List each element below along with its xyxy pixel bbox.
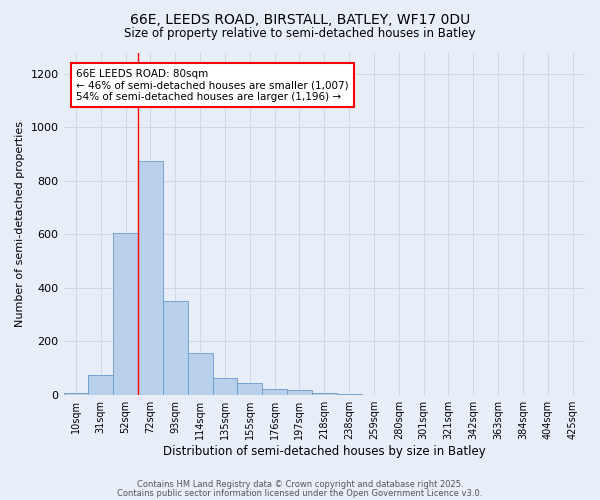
Text: Size of property relative to semi-detached houses in Batley: Size of property relative to semi-detach… [124,28,476,40]
Bar [287,390,312,394]
Bar [312,392,337,394]
Bar [188,354,212,395]
Bar [212,378,238,394]
Bar [238,383,262,394]
Y-axis label: Number of semi-detached properties: Number of semi-detached properties [15,120,25,326]
Text: 66E, LEEDS ROAD, BIRSTALL, BATLEY, WF17 0DU: 66E, LEEDS ROAD, BIRSTALL, BATLEY, WF17 … [130,12,470,26]
Bar [113,233,138,394]
Bar [262,389,287,394]
Bar [64,392,88,394]
Bar [163,301,188,394]
Text: Contains HM Land Registry data © Crown copyright and database right 2025.: Contains HM Land Registry data © Crown c… [137,480,463,489]
Bar [88,374,113,394]
Bar [138,161,163,394]
Text: 66E LEEDS ROAD: 80sqm
← 46% of semi-detached houses are smaller (1,007)
54% of s: 66E LEEDS ROAD: 80sqm ← 46% of semi-deta… [76,68,349,102]
X-axis label: Distribution of semi-detached houses by size in Batley: Distribution of semi-detached houses by … [163,444,485,458]
Text: Contains public sector information licensed under the Open Government Licence v3: Contains public sector information licen… [118,488,482,498]
